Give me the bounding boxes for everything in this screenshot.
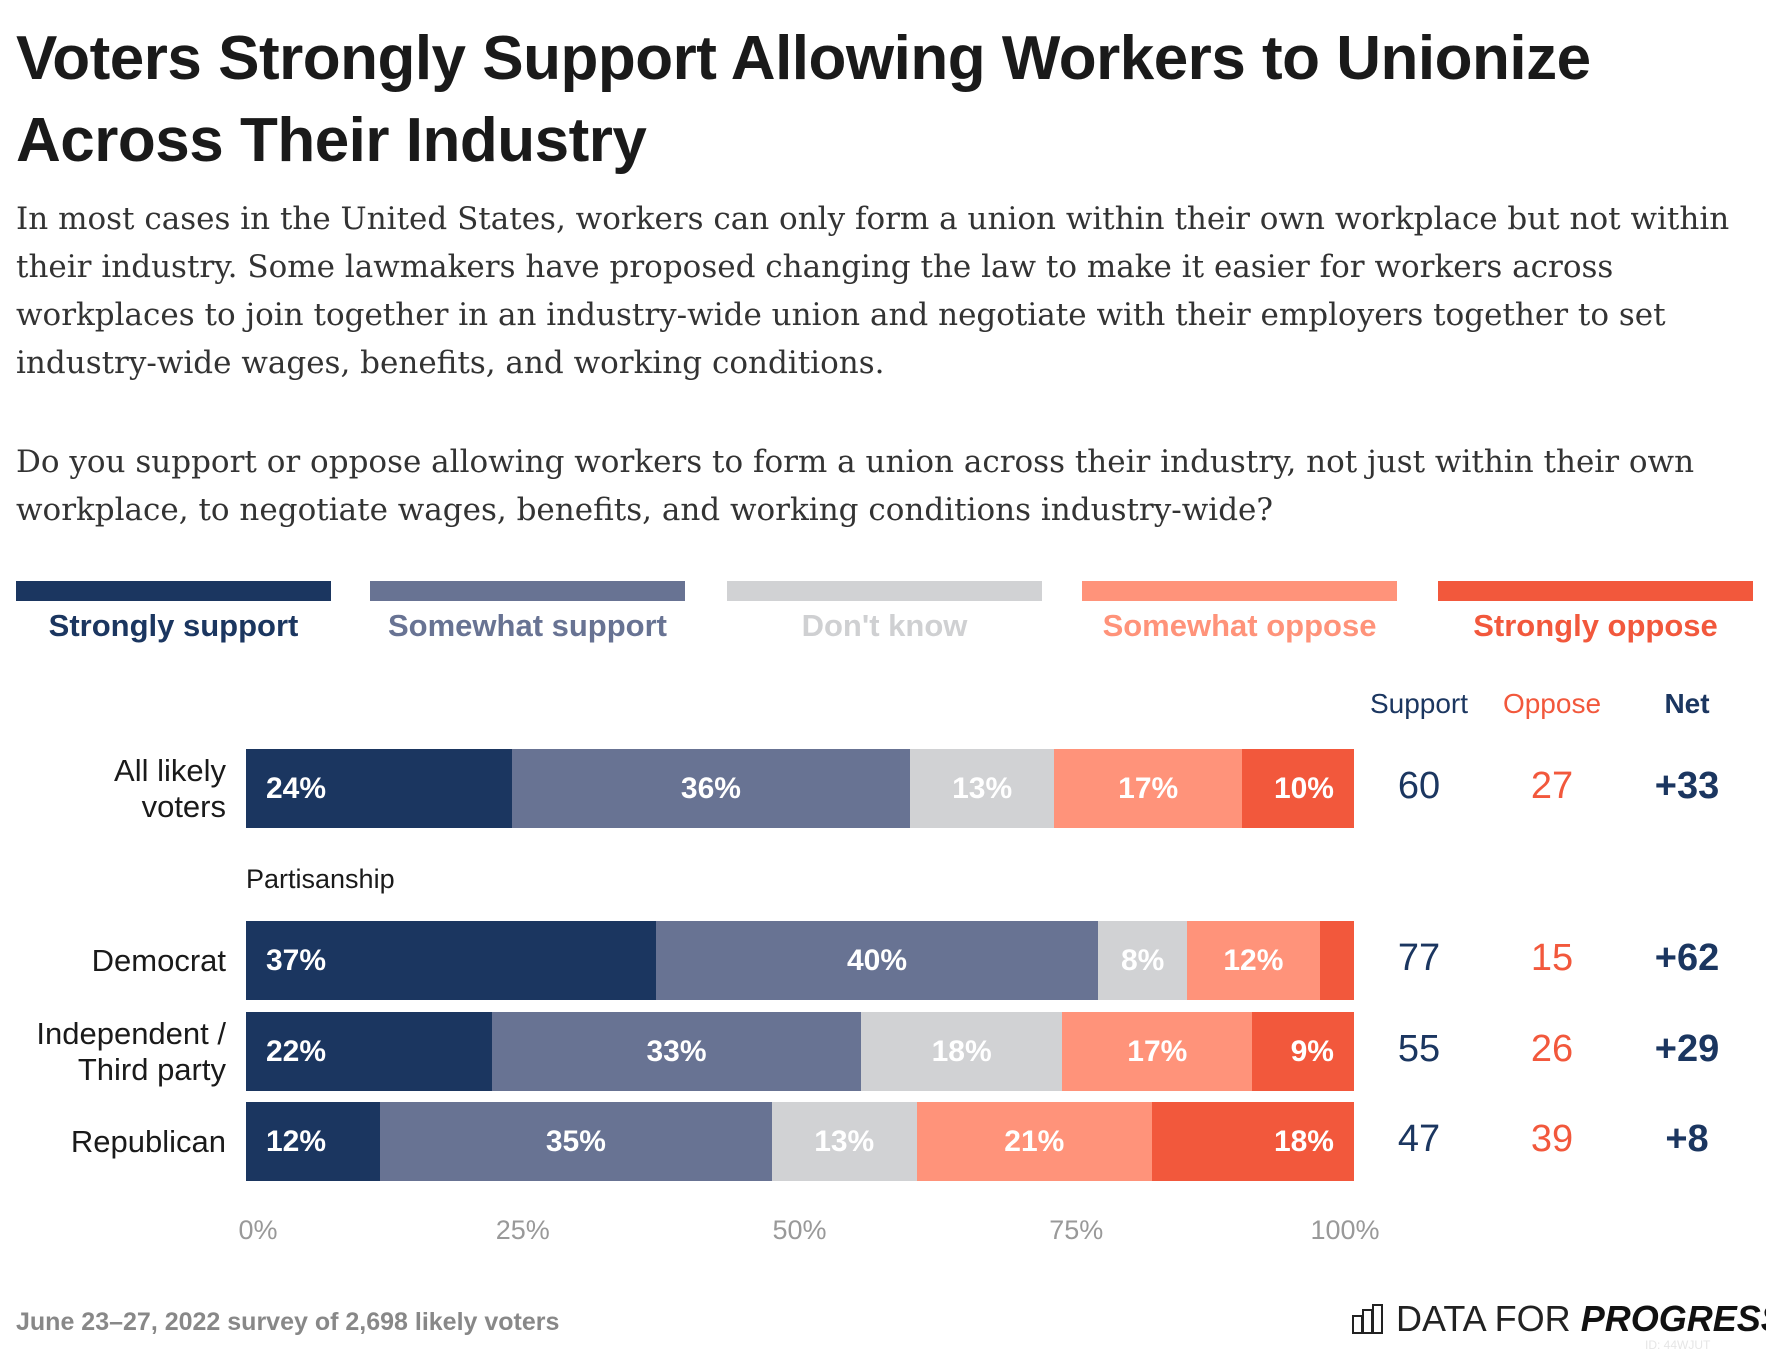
logo: DATA FOR PROGRESS (1352, 1298, 1766, 1340)
legend-swatch (16, 581, 331, 601)
bar-chart-logo-icon (1352, 1304, 1383, 1334)
legend-swatch (727, 581, 1042, 601)
chart-title: Voters Strongly Support Allowing Workers… (16, 24, 1591, 175)
bar-segment: 12% (246, 1102, 381, 1181)
legend-label: Don't know (801, 608, 968, 643)
summary-net: +62 (1654, 937, 1720, 979)
bar-label: 40% (846, 943, 907, 977)
legend-label: Somewhat support (387, 608, 667, 643)
bar-segment: 8% (1098, 921, 1187, 1000)
bar-segment: 21% (916, 1102, 1152, 1181)
summary-support: 60 (1397, 765, 1441, 807)
bar-label: 22% (266, 1034, 327, 1068)
question-text: Do you support or oppose allowing worker… (16, 444, 1695, 528)
bar-segment: 17% (1062, 1012, 1253, 1091)
bar-segment: 36% (511, 749, 911, 828)
bar-segment: 37% (246, 921, 656, 1000)
bar-label: 12% (266, 1124, 327, 1158)
bar-label: 33% (646, 1034, 707, 1068)
bar-segment: 24% (246, 749, 512, 828)
bar-row: 12% 35% 13% 21% 18% (246, 1102, 1354, 1181)
bar-segment: 33% (492, 1012, 861, 1091)
bar-label: 13% (952, 771, 1013, 805)
legend-label: Strongly support (48, 608, 299, 643)
summary-net: +29 (1654, 1028, 1720, 1070)
bar-label: 9% (1290, 1034, 1334, 1068)
row-label: All likely voters (114, 753, 226, 824)
bar-label: 36% (680, 771, 741, 805)
bar-segment (1319, 921, 1354, 1000)
bar-label: 21% (1004, 1124, 1065, 1158)
bar-label: 17% (1118, 771, 1179, 805)
group-label: Partisanship (246, 864, 395, 894)
legend-label: Strongly oppose (1473, 608, 1718, 643)
summary-support: 47 (1397, 1118, 1441, 1160)
bar-label: 37% (266, 943, 327, 977)
bar-label: 18% (931, 1034, 992, 1068)
bar-label: 35% (545, 1124, 606, 1158)
bar-segment: 13% (771, 1102, 917, 1181)
logo-text-bold: PROGRESS (1580, 1298, 1766, 1339)
bar-segment: 12% (1186, 921, 1320, 1000)
summary-net: +8 (1665, 1118, 1709, 1160)
summary-oppose: 15 (1530, 937, 1574, 979)
bar-label: 24% (266, 771, 327, 805)
summary-oppose: 39 (1530, 1118, 1574, 1160)
summary-header-support: Support (1369, 688, 1469, 719)
bar-segment: 40% (655, 921, 1099, 1000)
bar-label: 8% (1120, 943, 1165, 977)
bar-label: 12% (1223, 943, 1284, 977)
bar-segment: 13% (910, 749, 1055, 828)
x-tick-label: 50% (772, 1215, 827, 1245)
legend-swatch (1082, 581, 1397, 601)
summary-oppose: 26 (1530, 1028, 1574, 1070)
x-tick-label: 100% (1310, 1215, 1380, 1245)
bar-row: 24% 36% 13% 17% 10% (246, 749, 1354, 828)
bar-label: 17% (1127, 1034, 1188, 1068)
summary-support: 55 (1397, 1028, 1441, 1070)
logo-text-light: DATA FOR (1396, 1298, 1581, 1339)
legend-swatch (370, 581, 685, 601)
legend-swatch (1438, 581, 1753, 601)
legend-label: Somewhat oppose (1102, 608, 1377, 643)
intro-text: In most cases in the United States, work… (16, 201, 1730, 381)
summary-oppose: 27 (1530, 765, 1574, 807)
bar-label: 10% (1273, 771, 1334, 805)
bar-segment: 22% (246, 1012, 492, 1091)
bar-segment: 18% (1151, 1102, 1354, 1181)
chart-id: ID: 44WJUT (1645, 1338, 1711, 1352)
bar-label: 13% (814, 1124, 875, 1158)
summary-header-net: Net (1664, 688, 1710, 719)
row-label: Independent / Third party (36, 1016, 226, 1087)
summary-support: 77 (1397, 937, 1441, 979)
summary-header-oppose: Oppose (1502, 688, 1602, 719)
footer-note: June 23–27, 2022 survey of 2,698 likely … (16, 1308, 560, 1336)
bar-segment: 10% (1242, 749, 1354, 828)
bar-label: 18% (1273, 1124, 1334, 1158)
bar-segment: 9% (1252, 1012, 1354, 1091)
row-label: Democrat (91, 943, 226, 978)
summary-net: +33 (1654, 765, 1720, 807)
bar-row: 22% 33% 18% 17% 9% (246, 1012, 1354, 1091)
x-tick-label: 25% (495, 1215, 550, 1245)
bar-segment: 35% (380, 1102, 772, 1181)
x-tick-label: 75% (1049, 1215, 1104, 1245)
bar-row: 37% 40% 8% 12% (246, 921, 1354, 1000)
bar-segment: 17% (1054, 749, 1243, 828)
x-tick-label: 0% (238, 1215, 278, 1245)
row-label: Republican (70, 1124, 226, 1159)
bar-segment: 18% (861, 1012, 1063, 1091)
